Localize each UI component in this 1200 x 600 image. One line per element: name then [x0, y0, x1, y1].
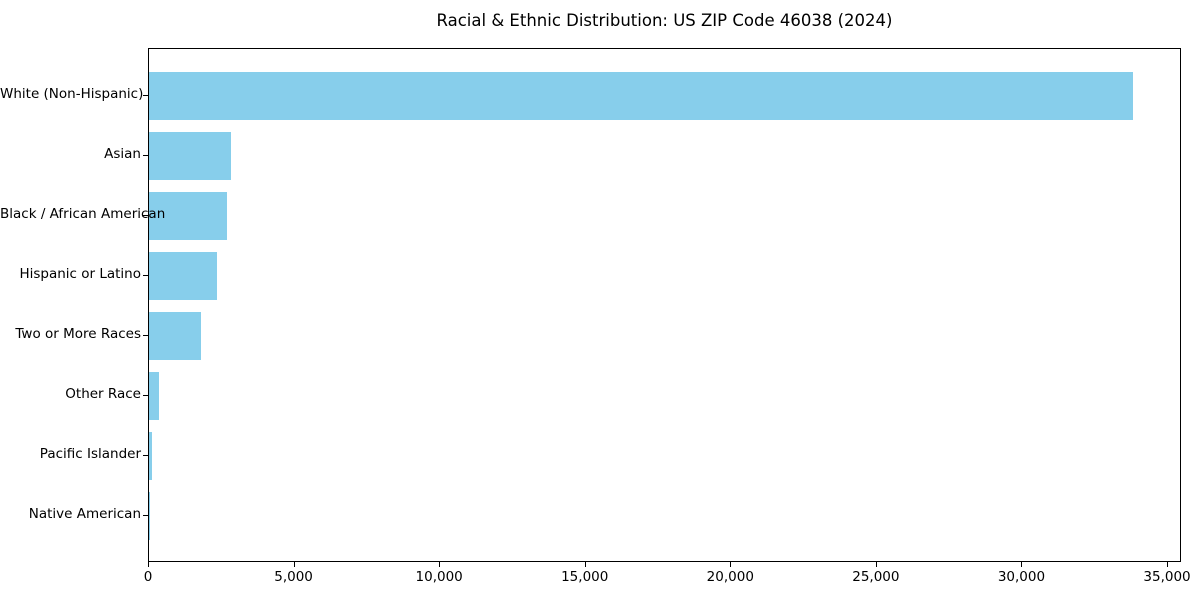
chart-title: Racial & Ethnic Distribution: US ZIP Cod… [436, 11, 893, 30]
bar [149, 252, 218, 300]
y-tick [143, 275, 148, 277]
y-tick [143, 215, 148, 217]
x-tick-label: 5,000 [274, 569, 313, 585]
bar [149, 431, 153, 480]
y-tick [143, 454, 148, 456]
x-tick-label: 25,000 [852, 569, 900, 585]
bar [149, 132, 232, 181]
y-tick-label: Two or More Races [15, 325, 141, 342]
x-tick [730, 562, 732, 567]
y-tick [143, 394, 148, 396]
x-tick [293, 562, 295, 567]
y-tick-label: Other Race [65, 385, 141, 402]
bar [149, 192, 228, 241]
x-tick-label: 0 [143, 569, 153, 585]
y-tick-label: Black / African American [0, 206, 166, 223]
y-tick-label: Hispanic or Latino [19, 266, 141, 283]
y-tick [143, 514, 148, 516]
x-tick-label: 35,000 [1143, 569, 1191, 585]
x-tick [148, 562, 149, 567]
x-tick [875, 562, 877, 567]
y-tick [143, 155, 148, 157]
y-tick-label: Asian [104, 146, 141, 163]
x-tick-label: 10,000 [415, 569, 463, 585]
y-tick-label: Pacific Islander [39, 445, 141, 462]
bar [149, 311, 202, 360]
x-tick [439, 562, 441, 567]
x-tick [1021, 562, 1023, 567]
x-tick [584, 562, 586, 567]
y-tick [143, 334, 148, 336]
y-tick [143, 95, 148, 97]
x-tick-label: 30,000 [997, 569, 1046, 585]
y-tick-label: White (Non-Hispanic) [0, 86, 144, 103]
x-tick-label: 20,000 [706, 569, 754, 585]
bar [149, 491, 150, 540]
plot-area [148, 48, 1181, 562]
bar [149, 371, 160, 420]
y-tick-label: Native American [28, 505, 141, 522]
x-tick-label: 15,000 [561, 569, 609, 585]
x-tick [1167, 562, 1169, 567]
bar [149, 72, 1134, 121]
